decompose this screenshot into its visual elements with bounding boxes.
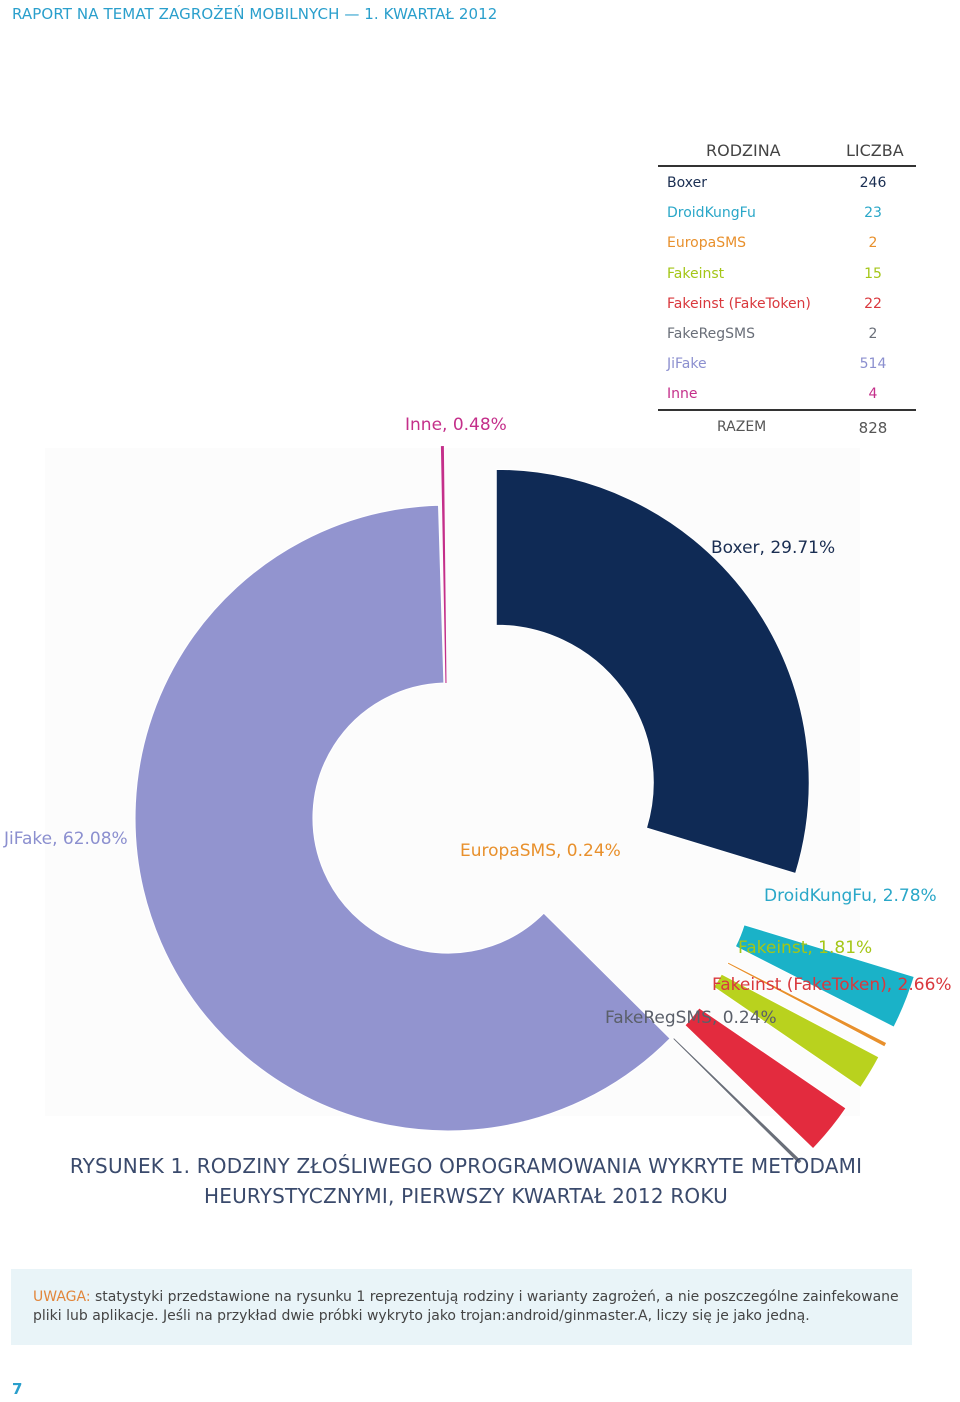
table-row: DroidKungFu 23 (658, 197, 916, 227)
table-row: Fakeinst (FakeToken) 22 (658, 288, 916, 318)
note-box: UWAGA: statystyki przedstawione na rysun… (11, 1269, 912, 1345)
row-count: 246 (859, 175, 887, 191)
slice-label-fakeinst: Fakeinst, 1.81% (738, 938, 873, 958)
row-family-name: Fakeinst (FakeToken) (667, 295, 811, 312)
pie-slice-europasms (726, 961, 888, 1048)
slice-label-droidkungfu: DroidKungFu, 2.78% (764, 886, 937, 906)
row-count: 514 (859, 356, 887, 373)
row-family-name: EuropaSMS (667, 235, 747, 252)
figure-caption-line1: RYSUNEK 1. RODZINY ZŁOŚLIWEGO OPROGRAMOW… (69, 1154, 863, 1178)
table-row: Fakeinst 15 (658, 258, 916, 288)
report-header: RAPORT NA TEMAT ZAGROŻEŃ MOBILNYCH — 1. … (12, 5, 498, 23)
pie-slice-droidkungfu (734, 923, 916, 1028)
slice-label-fakeregsms: FakeRegSMS, 0.24% (605, 1008, 777, 1028)
pie-slice-fakeinst-faketoken (684, 1006, 847, 1150)
slice-label-jifake: JiFake, 62.08% (4, 829, 128, 849)
table-header: RODZINA LICZBA (658, 138, 916, 167)
total-count: 828 (858, 418, 888, 437)
slice-label-europasms: EuropaSMS, 0.24% (460, 841, 621, 861)
col-count-header: LICZBA (846, 141, 904, 160)
row-count: 23 (864, 205, 882, 222)
note-label: UWAGA: (33, 1289, 91, 1305)
family-table: RODZINA LICZBA Boxer 246 DroidKungFu 23 Euro… (658, 138, 916, 441)
table-row: Boxer 246 (658, 167, 916, 197)
row-family-name: Boxer (667, 175, 707, 191)
row-count: 2 (868, 325, 878, 342)
table-row: EuropaSMS 2 (658, 227, 916, 257)
table-total-row: RAZEM 828 (658, 411, 916, 441)
col-family-header: RODZINA (706, 141, 781, 160)
page-number: 7 (12, 1380, 23, 1398)
row-count: 15 (864, 265, 882, 282)
figure-caption-line2: HEURYSTYCZNYMI, PIERWSZY KWARTAŁ 2012 RO… (204, 1184, 728, 1208)
pie-slice-boxer (495, 468, 810, 875)
total-label: RAZEM (717, 418, 767, 435)
note-body: statystyki przedstawione na rysunku 1 re… (33, 1289, 899, 1324)
row-family-name: Fakeinst (667, 265, 725, 282)
row-count: 4 (868, 386, 878, 403)
slice-label-boxer: Boxer, 29.71% (711, 538, 836, 558)
row-family-name: DroidKungFu (667, 205, 756, 222)
row-family-name: JiFake (667, 356, 707, 373)
row-count: 22 (864, 295, 882, 312)
pie-slice-inne (440, 446, 447, 684)
slice-label-inne: Inne, 0.48% (405, 415, 507, 435)
pie-slice-fakeinst (712, 973, 880, 1089)
row-family-name: Inne (667, 386, 698, 403)
table-row: FakeRegSMS 2 (658, 318, 916, 348)
note-text: UWAGA: statystyki przedstawione na rysun… (33, 1288, 903, 1326)
pie-slice-jifake (134, 504, 671, 1132)
slice-label-fakeinst-faketoken: Fakeinst (FakeToken), 2.66% (712, 975, 952, 995)
pie-slice-fakeregsms (671, 1036, 803, 1166)
table-row: Inne 4 (658, 378, 916, 408)
table-row: JiFake 514 (658, 348, 916, 378)
row-family-name: FakeRegSMS (667, 325, 756, 342)
row-count: 2 (868, 235, 878, 252)
